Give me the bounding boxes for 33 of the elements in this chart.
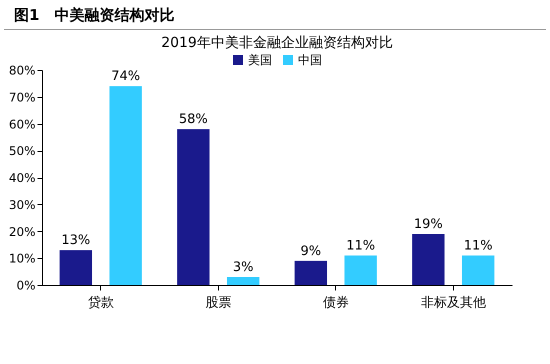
y-tick-label: 0% <box>16 278 36 292</box>
bar <box>294 260 328 285</box>
data-label: 9% <box>300 244 322 259</box>
chart-subtitle: 2019年中美非金融企业融资结构对比 <box>161 35 393 51</box>
y-tick-label: 40% <box>8 171 36 185</box>
bar <box>177 129 210 285</box>
x-tick-label: 非标及其他 <box>420 296 486 310</box>
y-tick-label: 80% <box>8 64 36 78</box>
chart-title: 图1 中美融资结构对比 <box>4 0 546 30</box>
bar <box>344 255 377 285</box>
data-label: 11% <box>464 238 493 254</box>
y-tick-label: 30% <box>8 198 36 212</box>
bar <box>60 250 92 285</box>
data-label: 74% <box>111 69 140 84</box>
legend-label: 美国 <box>248 53 272 67</box>
y-tick-label: 70% <box>8 90 36 104</box>
data-label: 58% <box>178 112 208 128</box>
data-label: 19% <box>414 216 443 232</box>
legend-label: 中国 <box>298 53 322 67</box>
y-tick-label: 60% <box>8 117 36 132</box>
y-tick-label: 50% <box>8 144 36 158</box>
x-tick-label: 贷款 <box>88 296 114 310</box>
bar <box>109 86 142 285</box>
x-tick-label: 债券 <box>322 296 349 310</box>
bar <box>462 255 494 285</box>
x-tick-label: 股票 <box>205 296 232 310</box>
y-tick-label: 10% <box>8 252 36 266</box>
bar <box>412 234 445 285</box>
data-label: 13% <box>61 233 90 248</box>
y-tick-label: 20% <box>8 224 36 239</box>
data-label: 3% <box>232 260 254 275</box>
bar <box>226 276 260 285</box>
data-label: 11% <box>346 238 376 254</box>
